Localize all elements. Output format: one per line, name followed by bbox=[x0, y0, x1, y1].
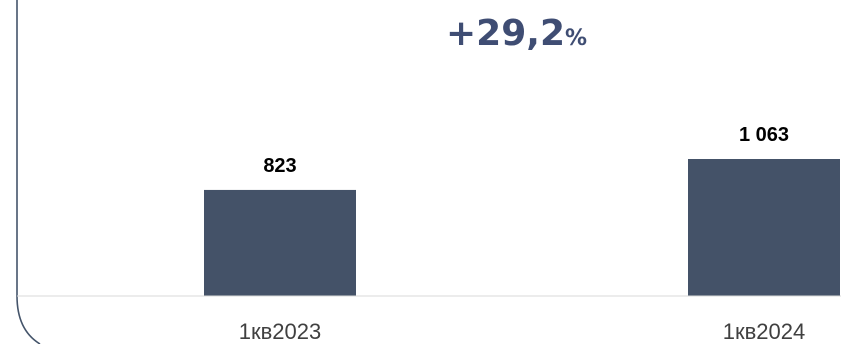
bars-group bbox=[204, 159, 840, 296]
category-labels-group: 1кв2023 1кв2024 bbox=[239, 319, 806, 344]
bar-1кв2024 bbox=[688, 159, 840, 296]
bar-1кв2023 bbox=[204, 190, 356, 296]
value-label-1кв2023: 823 bbox=[263, 155, 296, 177]
value-label-1кв2024: 1 063 bbox=[739, 124, 789, 146]
category-label-1кв2023: 1кв2023 bbox=[239, 319, 322, 344]
category-label-1кв2024: 1кв2024 bbox=[723, 319, 806, 344]
